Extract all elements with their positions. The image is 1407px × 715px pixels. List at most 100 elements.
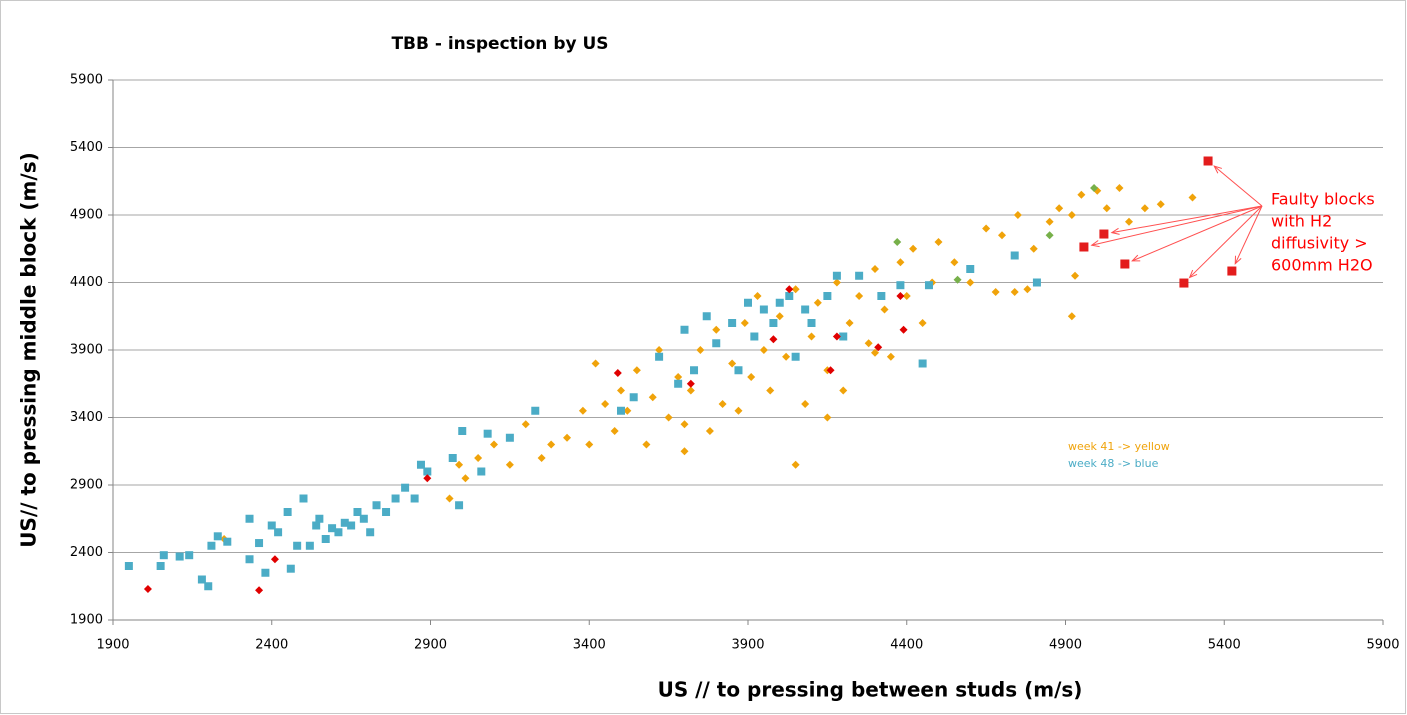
point [505, 460, 514, 469]
point [823, 413, 832, 422]
point [521, 420, 530, 429]
point [902, 292, 911, 300]
point [696, 346, 705, 354]
annotation: 600mm H2O [1271, 256, 1373, 275]
point [601, 400, 610, 408]
point [1010, 287, 1019, 296]
point [531, 406, 540, 415]
y-tick-label: 5900 [70, 73, 103, 88]
point [585, 440, 594, 449]
point [813, 298, 822, 307]
point [474, 454, 483, 462]
point [966, 278, 975, 287]
point [680, 325, 689, 334]
point [423, 474, 432, 483]
point [423, 467, 432, 476]
point [934, 238, 943, 246]
point [490, 440, 498, 449]
point [477, 467, 486, 476]
y-tick-label: 3400 [70, 410, 103, 425]
point [315, 514, 324, 523]
point [918, 359, 927, 368]
point [334, 528, 343, 537]
point [896, 292, 905, 300]
point [223, 537, 232, 546]
point [1203, 156, 1213, 166]
point [674, 379, 683, 388]
point [1115, 184, 1124, 192]
x-axis-label: US // to pressing between studs (m/s) [658, 678, 1083, 702]
point [712, 325, 721, 334]
point [547, 440, 556, 449]
point [623, 406, 632, 415]
point [340, 518, 349, 527]
arrow-head [1234, 255, 1242, 265]
point [1077, 190, 1086, 199]
point [674, 373, 683, 381]
point [448, 454, 457, 462]
point [632, 366, 641, 375]
annotation: Faulty blocks [1271, 190, 1375, 209]
point [832, 278, 841, 287]
point [655, 346, 664, 354]
point [1125, 217, 1133, 226]
y-tick-label: 4900 [70, 208, 103, 223]
point [1045, 231, 1054, 240]
point [680, 447, 689, 456]
point [185, 551, 194, 560]
point [347, 521, 356, 530]
point [686, 386, 695, 395]
point [734, 406, 743, 415]
point [591, 359, 600, 368]
point [578, 406, 587, 415]
point [445, 494, 454, 503]
point [261, 568, 270, 577]
point [213, 532, 222, 541]
point [845, 319, 854, 327]
point [1102, 204, 1111, 213]
point [159, 551, 168, 560]
arrow-head [1090, 240, 1100, 248]
point [909, 244, 918, 253]
point [1067, 312, 1076, 321]
point [924, 281, 933, 290]
x-tick-label: 4900 [1049, 638, 1082, 653]
arrow [1132, 205, 1263, 262]
point [629, 393, 638, 402]
point [998, 231, 1006, 240]
point [1013, 211, 1022, 219]
x-tick-label: 3400 [573, 638, 606, 653]
point [791, 285, 800, 294]
note: week 41 -> yellow [1068, 440, 1170, 453]
point [617, 386, 625, 395]
y-tick-label: 1900 [70, 613, 103, 628]
point [483, 429, 492, 438]
point [899, 325, 908, 334]
y-tick-label: 5400 [70, 140, 103, 155]
x-tick-label: 2400 [255, 638, 288, 653]
point [1120, 259, 1130, 269]
point [382, 508, 391, 516]
point [283, 508, 292, 516]
chart-title: TBB - inspection by US [391, 34, 608, 54]
point [871, 265, 879, 273]
arrow [1213, 165, 1263, 207]
note: week 48 -> blue [1068, 457, 1159, 470]
point [953, 275, 962, 284]
point [610, 427, 619, 435]
point [807, 332, 816, 341]
point [864, 339, 873, 348]
point [563, 433, 572, 442]
arrow-head [1110, 227, 1120, 235]
point [747, 373, 756, 381]
point [718, 400, 727, 408]
point [353, 508, 362, 516]
point [1090, 184, 1099, 192]
point [305, 541, 314, 550]
point [702, 312, 711, 321]
point [769, 335, 778, 344]
point [1140, 204, 1149, 213]
point [991, 287, 1000, 296]
point [740, 319, 749, 327]
